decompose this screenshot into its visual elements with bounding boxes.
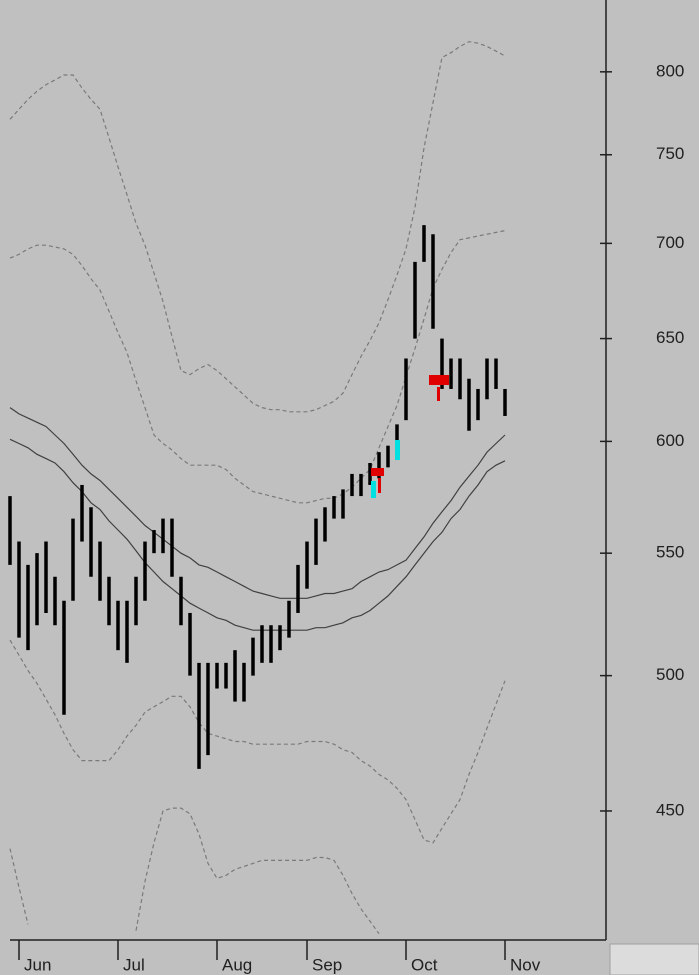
y-tick-label: 800 [656,61,684,80]
average-line [9,438,506,631]
x-tick-label: Sep [312,955,342,974]
plot [8,41,507,935]
x-tick-label: Oct [411,955,438,974]
signal-bar [371,481,376,498]
x-tick-label: Nov [510,955,541,974]
band-line [9,230,506,504]
band-line [9,639,506,844]
signal-flag [429,375,449,385]
band-line [9,807,380,935]
band-line [9,41,506,413]
corner-panel [609,943,699,975]
y-tick-label: 650 [656,328,684,347]
y-tick-label: 550 [656,543,684,562]
y-tick-label: 500 [656,665,684,684]
average-line [9,407,506,599]
x-tick-label: Aug [222,955,252,974]
y-tick-label: 700 [656,233,684,252]
x-tick-label: Jul [123,955,145,974]
signal-bar [378,478,381,493]
y-tick-label: 450 [656,800,684,819]
x-tick-label: Jun [24,955,51,974]
signal-bar [395,440,400,460]
signal-flag [371,468,384,476]
y-tick-label: 750 [656,144,684,163]
signals [371,375,449,498]
signal-bar [437,387,440,401]
y-tick-label: 600 [656,431,684,450]
